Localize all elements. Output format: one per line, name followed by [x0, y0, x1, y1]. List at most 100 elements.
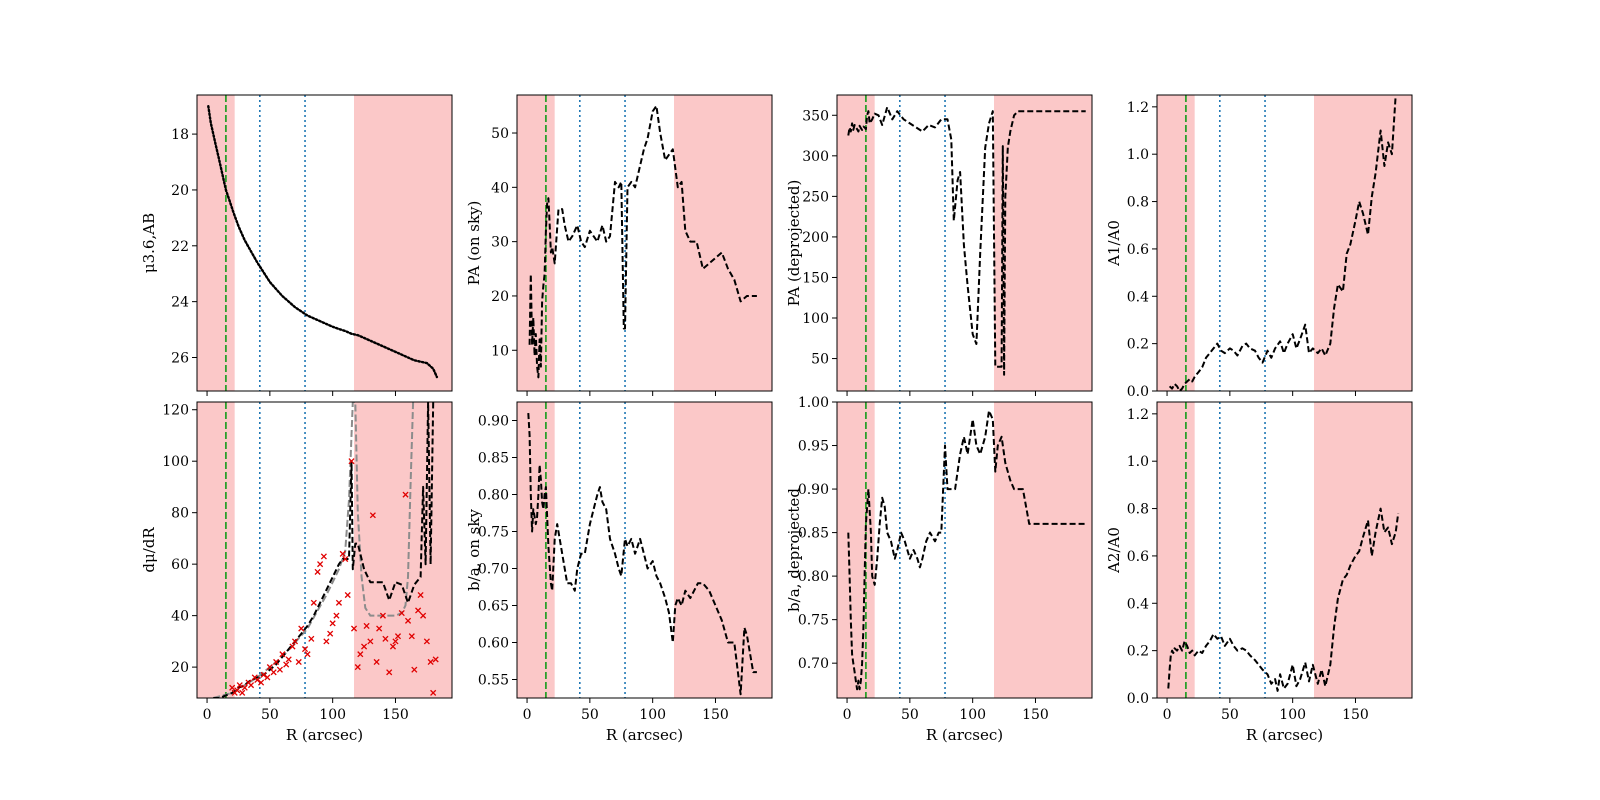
series-line: [527, 413, 757, 696]
data-point: [291, 638, 299, 645]
data-point: [339, 550, 346, 557]
x-tick-label: 0: [203, 707, 212, 723]
panel-a1: 0.0 0.2 0.4 0.6 0.8 1.0 1.2 A1/A0: [1105, 94, 1413, 400]
data-point: [308, 635, 315, 642]
series-line: [1167, 507, 1400, 692]
y-tick-label: 0.60: [478, 636, 509, 652]
data-point: [266, 664, 273, 671]
series-line: [1168, 95, 1397, 391]
data-point: [344, 591, 351, 599]
data-point: [348, 458, 355, 465]
y-tick-label: 60: [171, 557, 189, 573]
panel-dmu: 20 40 60 80 100 120 0 50 100 150 R (arcsec) dμ/dR: [140, 401, 453, 744]
plot-area: [837, 402, 1092, 698]
data-point: [264, 674, 271, 681]
y-tick-label: 80: [171, 506, 189, 522]
data-point: [389, 643, 397, 650]
data-point: [317, 561, 324, 568]
y-axis-label: b/a, deprojected: [785, 488, 803, 612]
y-tick-label: 250: [802, 189, 829, 205]
y-tick-label: 100: [162, 454, 189, 470]
x-tick-label: 150: [1342, 707, 1369, 723]
data-point: [329, 620, 336, 627]
panel-ba_sky: 0.55 0.60 0.65 0.70 0.75 0.80 0.85 0.90 0 50 100 15…: [465, 401, 773, 744]
y-tick-label: 0.85: [478, 451, 509, 467]
data-point: [430, 689, 437, 696]
data-point: [361, 643, 368, 650]
y-tick-label: 300: [802, 149, 829, 165]
data-point: [285, 656, 292, 663]
excluded-region: [994, 95, 1092, 391]
data-point: [379, 612, 386, 619]
y-tick-label: 0.75: [798, 613, 829, 629]
data-point: [314, 568, 321, 575]
data-point: [298, 625, 305, 632]
data-point: [241, 684, 248, 691]
series-line: [213, 402, 435, 698]
data-point: [335, 599, 343, 606]
x-tick-label: 0: [843, 707, 852, 723]
y-tick-label: 100: [802, 311, 829, 327]
x-tick-label: 50: [581, 707, 599, 723]
x-axis-label: R (arcsec): [1246, 726, 1323, 744]
y-tick-label: 1.2: [1127, 100, 1149, 116]
y-tick-label: 40: [491, 180, 509, 196]
data-point: [239, 689, 246, 696]
y-tick-label: 20: [171, 183, 189, 199]
y-tick-label: 0.0: [1127, 691, 1149, 707]
data-point: [310, 599, 317, 606]
x-tick-label: 150: [702, 707, 729, 723]
y-tick-label: 0.4: [1127, 289, 1149, 305]
y-tick-label: 0.65: [478, 599, 509, 615]
plot-area: [1157, 95, 1412, 391]
axes-frame: [516, 401, 773, 699]
y-tick-label: 0.80: [798, 569, 829, 585]
y-tick-label: 50: [491, 126, 509, 142]
series-line: [207, 104, 439, 379]
y-tick-label: 0.90: [798, 482, 829, 498]
panel-mu: 18 20 22 24 26 μ3.6,AB: [140, 94, 453, 396]
y-tick-label: 0.0: [1127, 384, 1149, 400]
y-tick-label: 50: [811, 352, 829, 368]
y-tick-label: 1.0: [1127, 147, 1149, 163]
x-tick-label: 50: [901, 707, 919, 723]
y-axis-label: PA (on sky): [465, 201, 483, 286]
data-point: [392, 638, 399, 645]
data-point: [283, 661, 290, 668]
y-tick-label: 0.75: [478, 525, 509, 541]
data-point: [357, 651, 364, 658]
data-point: [402, 491, 409, 498]
data-point: [247, 682, 255, 689]
data-point: [420, 612, 427, 619]
y-tick-label: 1.2: [1127, 407, 1149, 423]
plot-area: [837, 95, 1092, 391]
data-point: [404, 617, 412, 624]
excluded-region: [1314, 402, 1412, 698]
y-tick-label: 0.70: [798, 656, 829, 672]
y-axis-label: μ3.6,AB: [140, 213, 158, 273]
y-axis-label: PA (deprojected): [785, 180, 803, 307]
y-tick-label: 0.90: [478, 414, 509, 430]
data-point: [415, 607, 422, 614]
data-point: [411, 666, 418, 673]
axes-frame: [196, 94, 453, 392]
x-axis-label: R (arcsec): [926, 726, 1003, 744]
y-tick-label: 350: [802, 108, 829, 124]
y-tick-label: 30: [491, 235, 509, 251]
axes-frame: [1156, 94, 1413, 392]
x-tick-label: 50: [1221, 707, 1239, 723]
y-tick-label: 0.6: [1127, 242, 1149, 258]
data-point: [236, 682, 243, 689]
y-tick-label: 40: [171, 609, 189, 625]
plot-area: [517, 95, 772, 391]
data-point: [369, 512, 376, 519]
data-point: [417, 591, 424, 599]
y-tick-label: 0.8: [1127, 502, 1149, 518]
excluded-region: [354, 95, 452, 391]
data-point: [304, 651, 311, 658]
y-axis-label: dμ/dR: [140, 527, 158, 573]
plot-area: [197, 402, 452, 698]
data-point: [373, 658, 380, 666]
x-tick-label: 100: [1279, 707, 1306, 723]
